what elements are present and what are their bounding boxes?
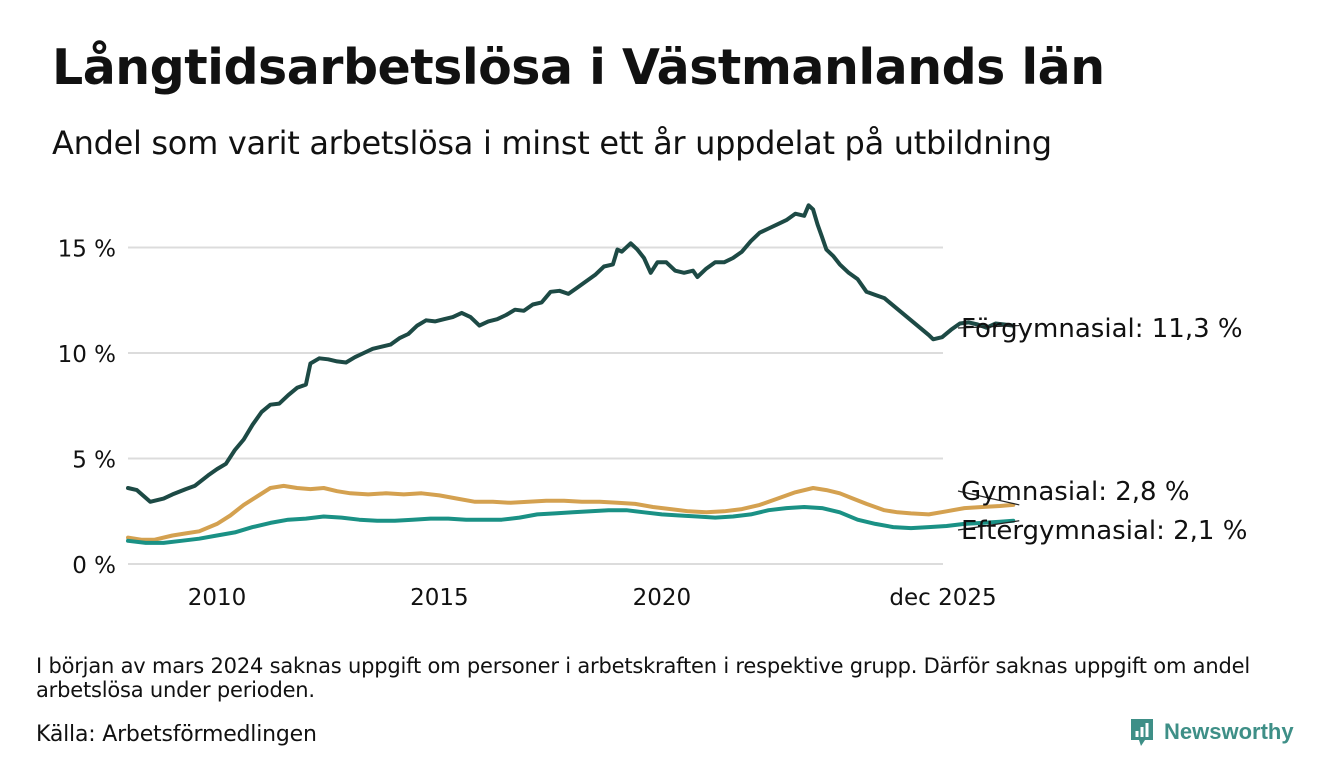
x-tick-label: 2020 xyxy=(633,585,692,611)
y-tick-label: 10 % xyxy=(58,342,116,368)
footnote: I början av mars 2024 saknas uppgift om … xyxy=(36,654,1250,702)
series-label-förgymnasial: Förgymnasial: 11,3 % xyxy=(961,314,1243,344)
x-tick-label: dec 2025 xyxy=(889,585,996,611)
x-axis: 2010 2015 2020 dec 2025 xyxy=(188,585,997,611)
series-label-eftergymnasial: Eftergymnasial: 2,1 % xyxy=(961,516,1247,546)
series-lines xyxy=(126,203,1016,545)
chart-title: Långtidsarbetslösa i Västmanlands län xyxy=(52,39,1105,96)
label-leader-line xyxy=(957,324,1020,329)
label-leader-line xyxy=(957,490,1020,506)
series-line-eftergymnasial xyxy=(126,505,1016,545)
series-line-förgymnasial xyxy=(126,203,1016,504)
series-labels: Förgymnasial: 11,3 % Gymnasial: 2,8 % Efte… xyxy=(957,314,1247,546)
x-tick-label: 2010 xyxy=(188,585,247,611)
brand[interactable]: Newsworthy xyxy=(1128,716,1294,748)
newsworthy-logo-icon xyxy=(1131,719,1153,746)
x-tick-label: 2015 xyxy=(410,585,469,611)
y-tick-label: 0 % xyxy=(72,553,116,579)
y-axis: 0 % 5 % 10 % 15 % xyxy=(58,237,116,580)
label-leader-line xyxy=(957,520,1020,531)
source-note: Källa: Arbetsförmedlingen xyxy=(36,722,317,747)
gridlines xyxy=(128,246,943,565)
y-tick-label: 5 % xyxy=(72,448,116,474)
series-label-gymnasial: Gymnasial: 2,8 % xyxy=(961,477,1190,507)
series-line-gymnasial xyxy=(126,483,1016,542)
chart-subtitle: Andel som varit arbetslösa i minst ett å… xyxy=(52,124,1052,162)
brand-name: Newsworthy xyxy=(1164,719,1294,744)
y-tick-label: 15 % xyxy=(58,237,116,263)
